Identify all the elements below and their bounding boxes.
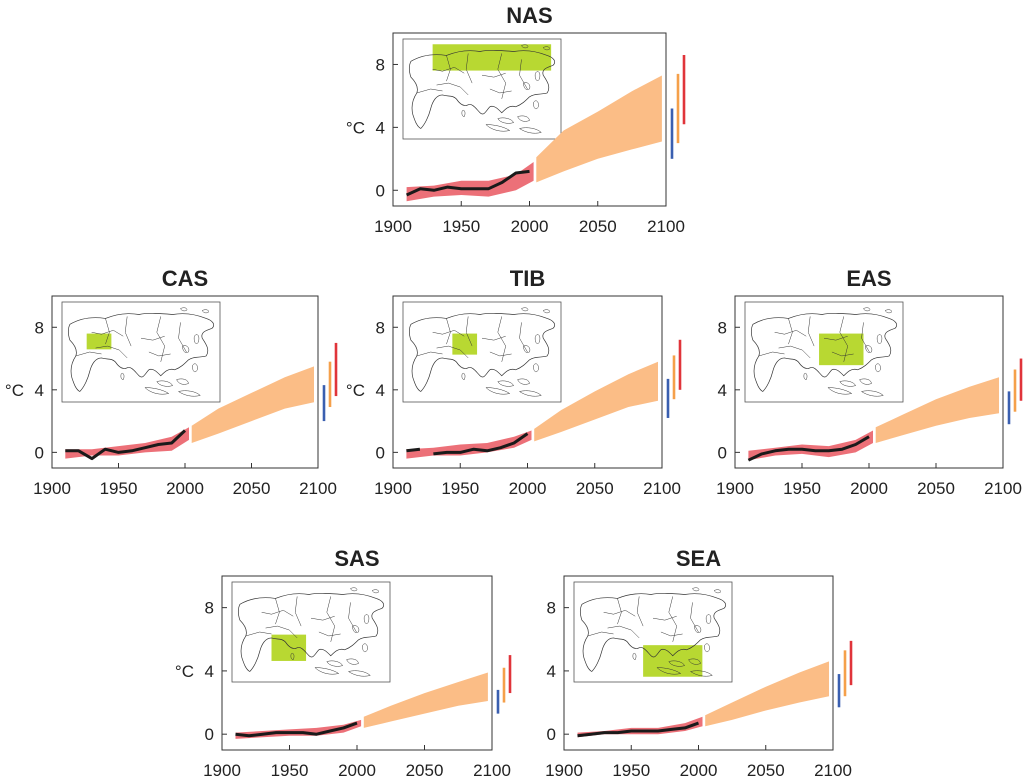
y-tick-label: 8 bbox=[376, 55, 385, 74]
observed-line bbox=[235, 721, 358, 738]
y-axis-unit: °C bbox=[346, 381, 365, 400]
x-tick-label: 2050 bbox=[917, 479, 955, 498]
y-tick-label: 0 bbox=[35, 443, 44, 462]
observed-line bbox=[65, 429, 187, 461]
x-tick-label: 1900 bbox=[374, 479, 412, 498]
y-tick-label: 4 bbox=[35, 381, 44, 400]
panel-title: EAS bbox=[846, 266, 891, 291]
x-tick-label: 1900 bbox=[203, 761, 241, 780]
x-tick-label: 1950 bbox=[441, 479, 479, 498]
panel-nas: NAS 1900 1950 2000 2050 2100 0 4 8 °C bbox=[346, 3, 686, 236]
panel-tib: TIB 1900 1950 2000 2050 2100 0 4 8 °C bbox=[346, 266, 682, 498]
y-tick-label: 8 bbox=[205, 599, 214, 618]
region-box bbox=[452, 333, 478, 355]
panel-title: NAS bbox=[506, 3, 552, 28]
region-map bbox=[61, 301, 221, 403]
y-tick-label: 4 bbox=[718, 381, 727, 400]
historical-range-band bbox=[65, 427, 189, 459]
x-tick-label: 2050 bbox=[579, 217, 617, 236]
x-tick-label: 2100 bbox=[984, 479, 1022, 498]
panel-title: SEA bbox=[676, 546, 721, 571]
y-tick-label: 4 bbox=[376, 381, 385, 400]
panel-cas: CAS 1900 1950 2000 2050 2100 0 4 8 °C bbox=[5, 266, 338, 498]
observed-line bbox=[747, 435, 870, 462]
y-tick-label: 8 bbox=[35, 318, 44, 337]
x-tick-label: 1900 bbox=[716, 479, 754, 498]
historical-range-band bbox=[748, 430, 873, 461]
panel-sea: SEA 1900 1950 2000 2050 2100 0 4 8 bbox=[545, 546, 853, 780]
x-tick-label: 2100 bbox=[647, 217, 685, 236]
x-tick-label: 1950 bbox=[100, 479, 138, 498]
y-tick-label: 0 bbox=[547, 725, 556, 744]
region-box bbox=[432, 44, 552, 71]
x-tick-label: 1950 bbox=[783, 479, 821, 498]
x-tick-label: 2000 bbox=[511, 217, 549, 236]
y-axis-unit: °C bbox=[175, 662, 194, 681]
projection-range-band bbox=[363, 672, 488, 728]
x-tick-label: 1950 bbox=[271, 761, 309, 780]
y-tick-label: 0 bbox=[376, 181, 385, 200]
observed-line bbox=[577, 721, 700, 738]
projection-range-band bbox=[536, 75, 662, 183]
x-tick-label: 2000 bbox=[850, 479, 888, 498]
x-tick-label: 2050 bbox=[406, 761, 444, 780]
x-tick-label: 2000 bbox=[338, 761, 376, 780]
observed-line bbox=[406, 447, 421, 453]
panel-sas: SAS 1900 1950 2000 2050 2100 0 4 8 °C bbox=[175, 546, 512, 780]
region-map bbox=[573, 581, 733, 683]
x-tick-label: 2000 bbox=[680, 761, 718, 780]
historical-range-band bbox=[406, 430, 532, 459]
x-tick-label: 1900 bbox=[374, 217, 412, 236]
x-tick-label: 2000 bbox=[509, 479, 547, 498]
x-tick-label: 2050 bbox=[576, 479, 614, 498]
region-map bbox=[402, 301, 562, 403]
region-map bbox=[231, 581, 391, 683]
observed-line bbox=[433, 432, 529, 456]
x-tick-label: 2100 bbox=[814, 761, 852, 780]
projection-range-band bbox=[705, 661, 829, 727]
panel-title: SAS bbox=[334, 546, 379, 571]
x-tick-label: 2050 bbox=[747, 761, 785, 780]
x-tick-label: 2000 bbox=[166, 479, 204, 498]
y-tick-label: 8 bbox=[718, 318, 727, 337]
region-map bbox=[744, 301, 904, 403]
x-tick-label: 2050 bbox=[233, 479, 271, 498]
y-tick-label: 0 bbox=[205, 725, 214, 744]
projection-range-band bbox=[191, 366, 314, 443]
projection-range-band bbox=[875, 377, 999, 443]
x-tick-label: 1900 bbox=[33, 479, 71, 498]
y-tick-label: 4 bbox=[547, 662, 556, 681]
y-tick-label: 0 bbox=[718, 443, 727, 462]
y-axis-unit: °C bbox=[5, 381, 24, 400]
observed-line bbox=[405, 169, 530, 197]
y-axis-unit: °C bbox=[346, 118, 365, 137]
region-box bbox=[86, 333, 112, 350]
y-tick-label: 4 bbox=[376, 118, 385, 137]
panel-title: TIB bbox=[510, 266, 545, 291]
y-tick-label: 4 bbox=[205, 662, 214, 681]
x-tick-label: 2100 bbox=[643, 479, 681, 498]
region-box bbox=[819, 333, 864, 366]
x-tick-label: 2100 bbox=[473, 761, 511, 780]
y-tick-label: 0 bbox=[376, 443, 385, 462]
x-tick-label: 2100 bbox=[299, 479, 337, 498]
x-tick-label: 1950 bbox=[442, 217, 480, 236]
projection-range-band bbox=[534, 361, 658, 442]
panel-eas: EAS 1900 1950 2000 2050 2100 0 4 8 bbox=[716, 266, 1023, 498]
x-tick-label: 1900 bbox=[545, 761, 583, 780]
y-tick-label: 8 bbox=[376, 318, 385, 337]
y-tick-label: 8 bbox=[547, 599, 556, 618]
x-tick-label: 1950 bbox=[612, 761, 650, 780]
panel-title: CAS bbox=[162, 266, 208, 291]
region-map bbox=[402, 38, 562, 140]
historical-range-band bbox=[406, 162, 534, 202]
